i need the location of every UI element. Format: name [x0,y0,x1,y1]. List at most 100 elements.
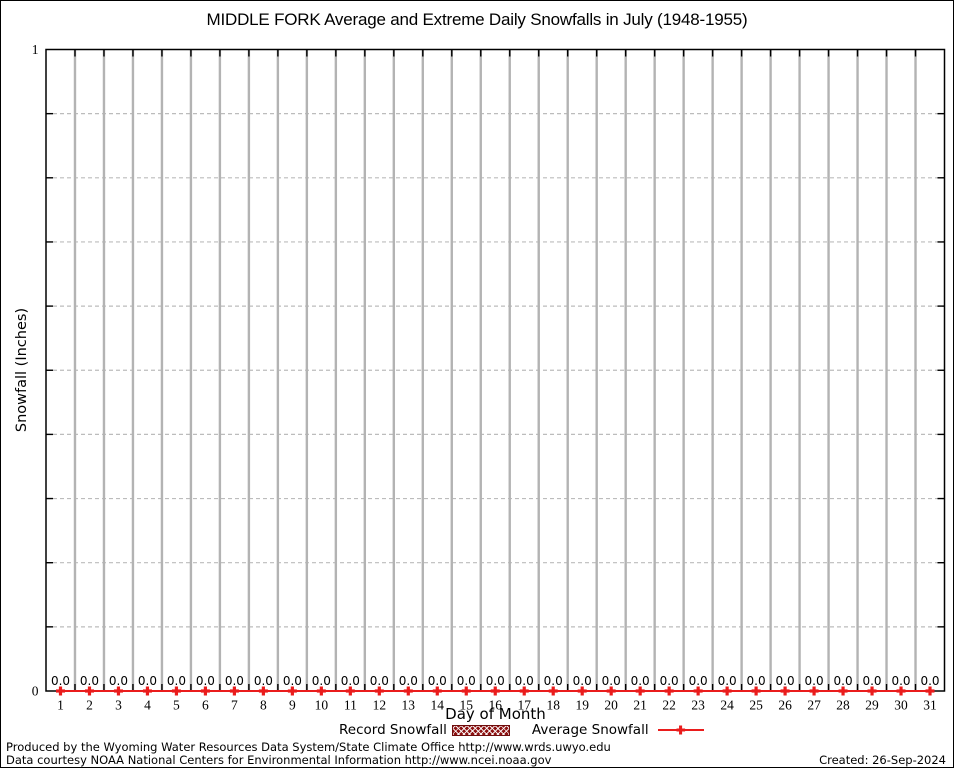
x-tick-label: 2 [86,698,93,713]
x-tick-label: 17 [517,698,531,713]
chart-title: MIDDLE FORK Average and Extreme Daily Sn… [206,10,748,29]
value-label: 0.0 [862,674,881,688]
value-label: 0.0 [805,674,824,688]
x-tick-label: 5 [173,698,180,713]
data-point-marker [290,686,294,696]
x-tick-label: 12 [373,698,387,713]
footer-data-courtesy: Data courtesy NOAA National Centers for … [6,753,552,767]
data-point-marker [928,686,932,696]
value-label: 0.0 [51,674,70,688]
data-point-marker [609,686,613,696]
x-tick-label: 23 [691,698,705,713]
footer-produced-by: Produced by the Wyoming Water Resources … [6,740,611,754]
value-label: 0.0 [370,674,389,688]
data-point-marker [754,686,758,696]
x-tick-label: 24 [720,698,734,713]
y-tick-label: 0 [32,684,39,699]
value-label: 0.0 [573,674,592,688]
data-point-marker [667,686,671,696]
value-label: 0.0 [660,674,679,688]
value-label: 0.0 [920,674,939,688]
x-axis-title: Day of Month [445,705,546,723]
value-label: 0.0 [341,674,360,688]
data-point-marker [870,686,874,696]
value-label: 0.0 [283,674,302,688]
value-label: 0.0 [312,674,331,688]
value-label: 0.0 [254,674,273,688]
data-point-marker [696,686,700,696]
value-label: 0.0 [80,674,99,688]
value-label: 0.0 [834,674,853,688]
data-point-marker [406,686,410,696]
data-point-marker [464,686,468,696]
value-label: 0.0 [891,674,910,688]
data-point-marker [319,686,323,696]
x-tick-label: 29 [865,698,879,713]
value-label: 0.0 [689,674,708,688]
value-label: 0.0 [138,674,157,688]
data-point-marker [812,686,816,696]
x-tick-label: 3 [115,698,122,713]
value-label: 0.0 [544,674,563,688]
data-point-marker [87,686,92,696]
data-point-marker [841,686,845,696]
chart-legend: Record Snowfall Average Snowfall [339,722,704,738]
data-point-marker [551,686,555,696]
x-tick-label: 19 [575,698,589,713]
data-point-marker [174,686,179,696]
average-snowfall-line-swatch-icon [657,725,704,736]
x-tick-label: 13 [402,698,416,713]
legend-point-marker-icon [676,725,686,735]
y-tick-label: 1 [32,42,39,57]
x-tick-label: 18 [546,698,560,713]
x-tick-label: 1 [57,698,64,713]
data-point-marker [580,686,584,696]
value-label: 0.0 [225,674,244,688]
x-tick-label: 15 [460,698,474,713]
value-label: 0.0 [486,674,505,688]
x-tick-label: 27 [807,698,821,713]
data-point-marker [261,686,265,696]
x-tick-label: 8 [260,698,267,713]
data-point-marker [377,686,381,696]
value-label: 0.0 [457,674,476,688]
data-point-marker [725,686,729,696]
x-tick-label: 22 [662,698,676,713]
value-label: 0.0 [428,674,447,688]
x-tick-label: 16 [489,698,503,713]
value-label: 0.0 [515,674,534,688]
data-point-marker [116,686,121,696]
x-tick-label: 31 [923,698,937,713]
value-label: 0.0 [399,674,418,688]
data-point-marker [58,686,63,696]
x-tick-label: 25 [749,698,763,713]
value-label: 0.0 [776,674,795,688]
x-tick-label: 14 [431,698,445,713]
x-tick-label: 30 [894,698,908,713]
data-point-marker [203,686,208,696]
value-label: 0.0 [602,674,621,688]
value-label: 0.0 [718,674,737,688]
value-label: 0.0 [747,674,766,688]
data-point-marker [783,686,787,696]
x-tick-label: 20 [604,698,618,713]
data-point-marker [493,686,497,696]
x-tick-label: 4 [144,698,151,713]
x-tick-label: 21 [633,698,647,713]
legend-record-label: Record Snowfall [339,722,447,738]
x-tick-label: 26 [778,698,792,713]
data-point-marker [348,686,352,696]
value-label: 0.0 [196,674,215,688]
data-point-marker [435,686,439,696]
x-tick-label: 9 [289,698,296,713]
x-tick-label: 10 [315,698,329,713]
value-label: 0.0 [109,674,128,688]
data-point-marker [522,686,526,696]
footer-created-date: Created: 26-Sep-2024 [819,753,946,767]
data-point-marker [899,686,903,696]
data-point-marker [145,686,150,696]
x-tick-label: 7 [231,698,238,713]
value-label: 0.0 [631,674,650,688]
